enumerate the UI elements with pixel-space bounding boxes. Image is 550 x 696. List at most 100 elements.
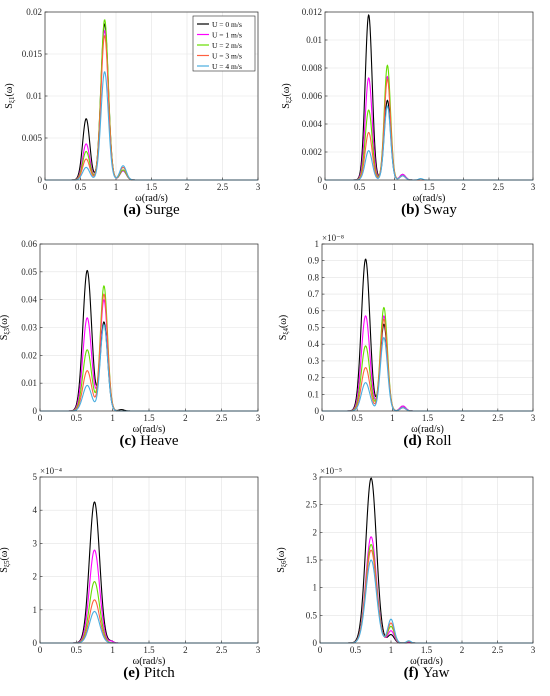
y-axis-label: Sξ1(ω): [4, 83, 16, 108]
x-tick-label: 3: [256, 182, 261, 192]
y-tick-label: 0.002: [302, 147, 322, 157]
y-tick-label: 0.06: [21, 239, 37, 249]
y-exponent-label: ×10⁻⁸: [322, 233, 344, 243]
x-axis-label: ω(rad/s): [133, 424, 166, 435]
y-axis-label-main: S: [276, 567, 287, 573]
x-axis-label: ω(rad/s): [410, 656, 443, 667]
y-tick-label: 0.05: [21, 267, 37, 277]
chart-panel-heave: 0 0.5 1 1.5 2 2.5 3 0 0.01 0.02 0.03 0.04 0.05 0.06 Sξ…: [0, 239, 261, 449]
y-axis-label: Sξ4(ω): [278, 315, 290, 340]
x-tick-label: 0: [323, 182, 328, 192]
y-tick-label: 1: [315, 239, 320, 249]
x-tick-label: 0: [318, 645, 323, 655]
y-tick-label: 0.7: [308, 289, 320, 299]
y-axis-label: Sξ3(ω): [0, 315, 11, 340]
y-tick-label: 3: [313, 472, 318, 482]
x-tick-label: 2.5: [492, 413, 504, 423]
caption-text: Pitch: [144, 665, 175, 681]
y-tick-label: 0.004: [302, 119, 323, 129]
x-tick-label: 2: [460, 645, 465, 655]
axes-frame: [319, 476, 534, 644]
x-tick-label: 0.5: [71, 413, 83, 423]
y-tick-label: 0.4: [308, 339, 320, 349]
y-tick-label: 0.5: [306, 610, 318, 620]
caption-text: Yaw: [423, 665, 450, 681]
y-tick-label: 0.02: [26, 7, 42, 17]
y-tick-label: 0.01: [21, 378, 37, 388]
x-tick-label: 0.5: [350, 645, 362, 655]
y-tick-label: 0.3: [308, 356, 320, 366]
legend-box: [192, 15, 256, 72]
x-tick-label: 0: [38, 645, 43, 655]
y-axis-label: Sξ5(ω): [0, 547, 11, 572]
axes-frame: [39, 476, 259, 644]
x-tick-label: 1.5: [143, 413, 155, 423]
y-axis-label-sub: ξ4: [282, 328, 290, 335]
y-tick-label: 5: [33, 472, 38, 482]
chart-panel-pitch: 0 0.5 1 1.5 2 2.5 3 0 1 2 3 4 5×10⁻⁴ Sξ5(ω) ω(rad/s)(e…: [0, 466, 261, 681]
x-tick-label: 2: [461, 182, 466, 192]
axes-frame: [324, 11, 534, 181]
axes-frame: [321, 243, 534, 412]
caption-text: Surge: [145, 202, 180, 218]
y-tick-label: 0.04: [21, 295, 37, 305]
y-tick-label: 0.5: [308, 323, 320, 333]
y-tick-label: 0.8: [308, 272, 320, 282]
caption-text: Sway: [424, 202, 458, 218]
y-tick-label: 2: [33, 572, 38, 582]
y-tick-label: 2: [313, 527, 318, 537]
x-tick-label: 2: [183, 413, 188, 423]
y-axis-label-sub: ξ2: [285, 96, 293, 103]
caption-letter: (e): [123, 665, 140, 681]
x-tick-label: 2.5: [493, 182, 505, 192]
y-tick-label: 0: [38, 175, 43, 185]
y-tick-label: 0: [315, 406, 320, 416]
caption-letter: (f): [404, 665, 419, 681]
x-tick-label: 1: [110, 645, 115, 655]
x-tick-label: 3: [531, 645, 536, 655]
y-tick-label: 0.9: [308, 256, 320, 266]
y-axis-label-sub: ξ3: [3, 328, 11, 335]
y-tick-label: 0.015: [22, 49, 43, 59]
y-axis-label-tail: (ω): [0, 547, 10, 560]
panel-caption: (b) Sway: [401, 202, 457, 218]
y-tick-label: 0.6: [308, 306, 320, 316]
y-axis-label-sub: ξ5: [3, 560, 11, 567]
x-tick-label: 1.5: [423, 182, 435, 192]
panel-caption: (c) Heave: [120, 433, 179, 449]
y-tick-label: 1: [313, 583, 318, 593]
y-tick-label: 0.01: [306, 35, 322, 45]
y-tick-label: 0.2: [308, 373, 319, 383]
chart-panel-roll: 0 0.5 1 1.5 2 2.5 3 0 0.1 0.2 0.3 0.4 0.5 0.6 0.7 0.8 0.…: [278, 233, 536, 449]
x-tick-label: 2.5: [217, 182, 229, 192]
x-tick-label: 3: [531, 182, 536, 192]
y-tick-label: 0.1: [308, 389, 319, 399]
x-tick-label: 2: [460, 413, 465, 423]
chart-panel-sway: 0 0.5 1 1.5 2 2.5 3 0 0.002 0.004 0.006 0.008 0.01 0.…: [281, 7, 536, 218]
y-axis-label-main: S: [278, 335, 289, 341]
y-axis-label-main: S: [0, 335, 10, 341]
x-tick-label: 0: [38, 413, 43, 423]
caption-text: Heave: [140, 433, 179, 449]
panel-caption: (d) Roll: [403, 433, 451, 449]
y-axis-label: Sξ2(ω): [281, 83, 293, 108]
caption-letter: (c): [120, 433, 137, 449]
y-tick-label: 0: [33, 638, 38, 648]
x-tick-label: 1.5: [422, 413, 434, 423]
legend-entry-label: U = 0 m/s: [212, 20, 242, 29]
x-tick-label: 2.5: [216, 413, 228, 423]
y-axis-label-main: S: [0, 567, 10, 573]
y-axis-label-tail: (ω): [278, 315, 289, 328]
y-tick-label: 0.008: [302, 63, 323, 73]
y-axis-label-main: S: [281, 103, 292, 109]
y-tick-label: 0.03: [21, 323, 37, 333]
x-axis-label: ω(rad/s): [133, 656, 166, 667]
x-tick-label: 1: [392, 182, 397, 192]
x-axis-label: ω(rad/s): [411, 424, 444, 435]
panel-caption: (f) Yaw: [404, 665, 450, 681]
x-tick-label: 1: [110, 413, 115, 423]
x-axis-label: ω(rad/s): [135, 193, 168, 204]
y-tick-label: 1.5: [306, 555, 318, 565]
y-axis-label-tail: (ω): [276, 547, 287, 560]
